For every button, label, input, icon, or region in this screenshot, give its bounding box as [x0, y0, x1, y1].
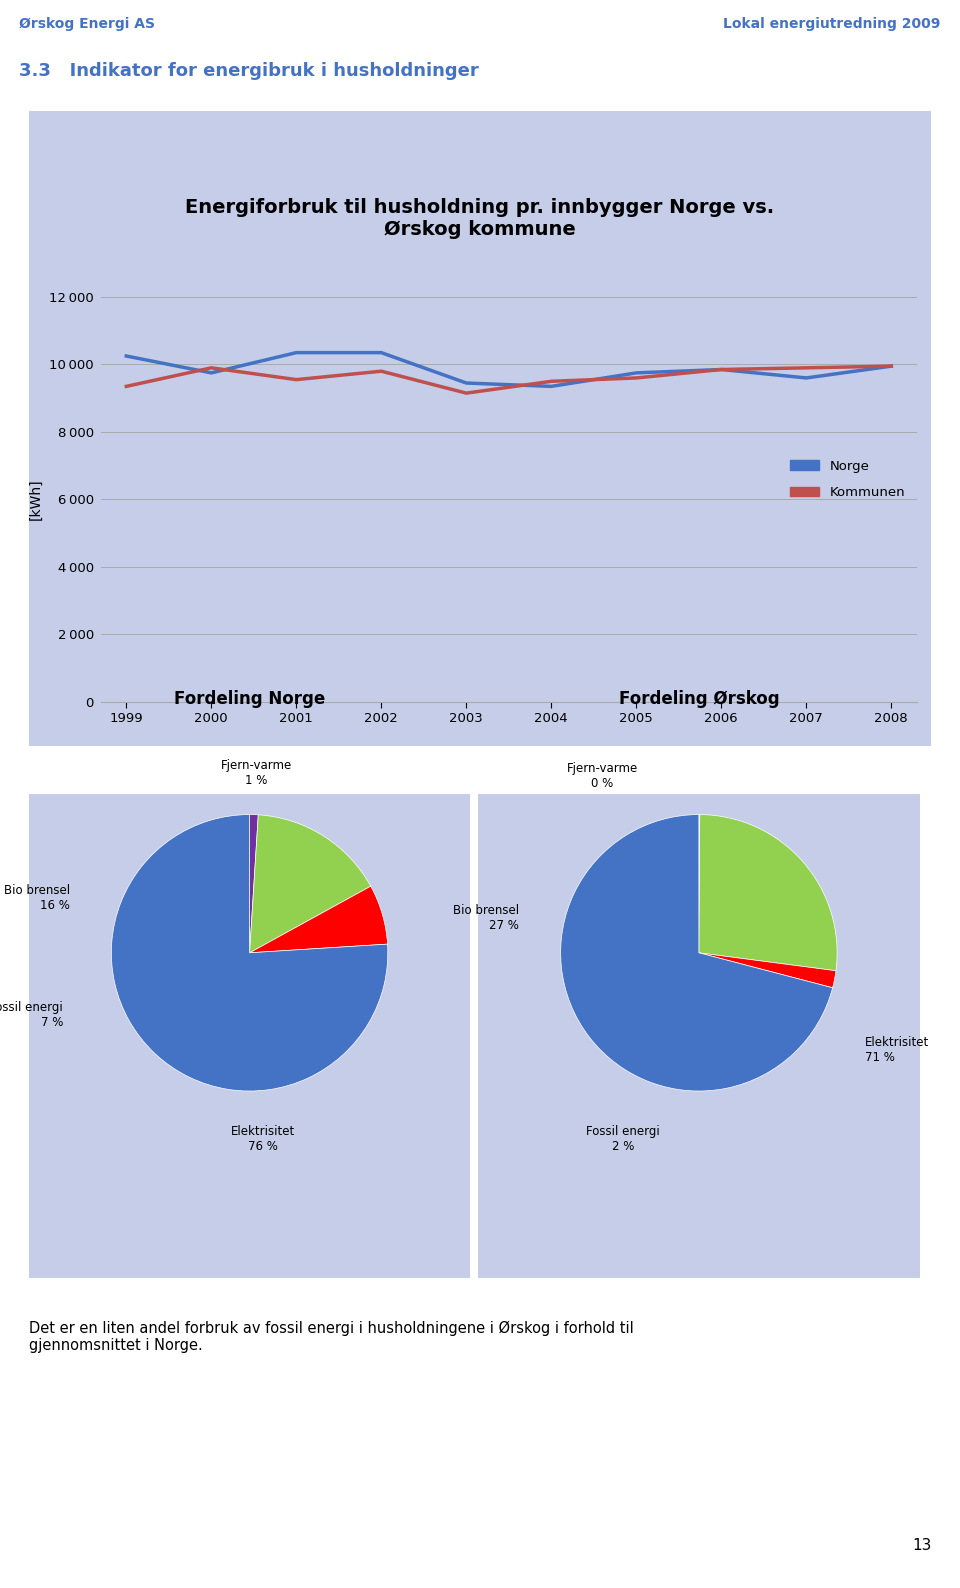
- Text: Lokal energiutredning 2009: Lokal energiutredning 2009: [724, 17, 941, 30]
- Y-axis label: [kWh]: [kWh]: [28, 478, 42, 521]
- Wedge shape: [250, 815, 371, 953]
- Text: Fjern-varme
0 %: Fjern-varme 0 %: [566, 762, 637, 789]
- Wedge shape: [250, 815, 258, 953]
- Text: Energiforbruk til husholdning pr. innbygger Norge vs.
Ørskog kommune: Energiforbruk til husholdning pr. innbyg…: [185, 198, 775, 238]
- Wedge shape: [561, 815, 832, 1091]
- Legend: Norge, Kommunen: Norge, Kommunen: [784, 454, 910, 503]
- Title: Fordeling Norge: Fordeling Norge: [174, 689, 325, 708]
- Text: Fossil energi
2 %: Fossil energi 2 %: [586, 1126, 660, 1153]
- Title: Fordeling Ørskog: Fordeling Ørskog: [618, 689, 780, 708]
- Wedge shape: [699, 953, 836, 988]
- Text: 13: 13: [912, 1537, 931, 1553]
- Text: Elektrisitet
76 %: Elektrisitet 76 %: [231, 1126, 296, 1153]
- Text: 3.3   Indikator for energibruk i husholdninger: 3.3 Indikator for energibruk i husholdni…: [19, 62, 479, 81]
- Text: Ørskog Energi AS: Ørskog Energi AS: [19, 17, 156, 30]
- Text: Det er en liten andel forbruk av fossil energi i husholdningene i Ørskog i forho: Det er en liten andel forbruk av fossil …: [29, 1321, 634, 1353]
- Text: Fossil energi
7 %: Fossil energi 7 %: [0, 1000, 63, 1029]
- Text: Elektrisitet
71 %: Elektrisitet 71 %: [865, 1035, 929, 1064]
- Text: Bio brensel
16 %: Bio brensel 16 %: [4, 883, 70, 912]
- Wedge shape: [111, 815, 388, 1091]
- Wedge shape: [250, 886, 388, 953]
- Text: Bio brensel
27 %: Bio brensel 27 %: [453, 904, 519, 932]
- Wedge shape: [699, 815, 837, 970]
- Text: Fjern-varme
1 %: Fjern-varme 1 %: [221, 759, 292, 788]
